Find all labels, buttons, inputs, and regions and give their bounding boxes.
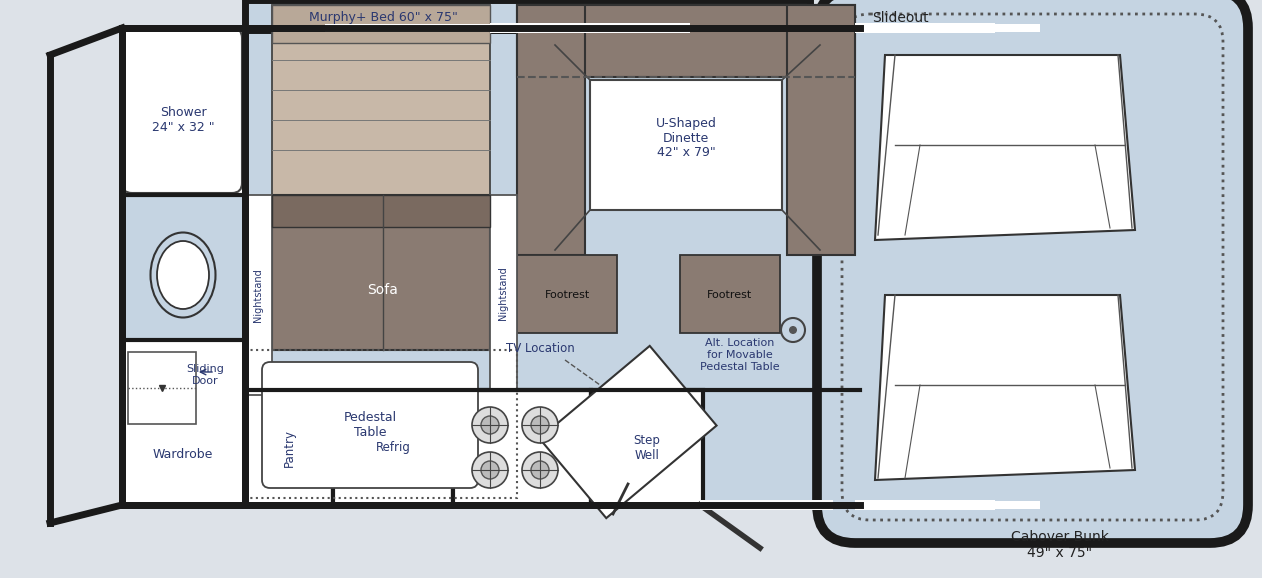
- Bar: [680, 255, 780, 333]
- Text: Nightstand: Nightstand: [498, 266, 509, 320]
- Bar: [245, 195, 273, 395]
- Text: Pantry: Pantry: [283, 429, 295, 467]
- Circle shape: [531, 461, 549, 479]
- Text: Sliding
Door: Sliding Door: [186, 364, 223, 386]
- Bar: [703, 500, 833, 510]
- Bar: [273, 5, 490, 43]
- Bar: [245, 390, 333, 505]
- Text: U-Shaped
Dinette
42" x 79": U-Shaped Dinette 42" x 79": [655, 117, 717, 160]
- Circle shape: [531, 416, 549, 434]
- Bar: [854, 500, 994, 510]
- Text: Step
Well: Step Well: [634, 434, 660, 462]
- Polygon shape: [0, 0, 122, 578]
- Bar: [127, 352, 196, 424]
- Bar: [490, 195, 517, 390]
- Text: Alt. Location
for Movable
Pedestal Table: Alt. Location for Movable Pedestal Table: [700, 338, 780, 372]
- Text: Slideout: Slideout: [872, 11, 929, 25]
- Text: Refrig: Refrig: [376, 442, 410, 454]
- Bar: [273, 5, 490, 195]
- Bar: [273, 195, 490, 350]
- Text: TV Location: TV Location: [506, 342, 574, 354]
- Text: Sofa: Sofa: [367, 283, 399, 297]
- Text: Pedestal
Table: Pedestal Table: [343, 411, 396, 439]
- Text: Cabover Bunk
49" x 75": Cabover Bunk 49" x 75": [1011, 530, 1109, 560]
- FancyBboxPatch shape: [817, 0, 1248, 543]
- Bar: [326, 24, 535, 32]
- Bar: [787, 5, 854, 255]
- Circle shape: [522, 407, 558, 443]
- FancyBboxPatch shape: [122, 28, 242, 193]
- Bar: [591, 390, 703, 505]
- Text: Footrest: Footrest: [544, 290, 589, 300]
- Circle shape: [789, 326, 798, 334]
- Circle shape: [481, 461, 498, 479]
- Bar: [870, 24, 1040, 32]
- Bar: [517, 255, 617, 333]
- Bar: [591, 80, 782, 210]
- Polygon shape: [875, 295, 1135, 480]
- Bar: [122, 195, 245, 340]
- Bar: [273, 195, 490, 227]
- Bar: [854, 23, 994, 33]
- Bar: [333, 390, 453, 505]
- Bar: [490, 23, 690, 33]
- Bar: [870, 501, 1040, 509]
- Text: Shower
24" x 32 ": Shower 24" x 32 ": [151, 106, 215, 134]
- Circle shape: [522, 452, 558, 488]
- Circle shape: [472, 452, 509, 488]
- FancyBboxPatch shape: [262, 362, 478, 488]
- Bar: [517, 5, 854, 77]
- Bar: [122, 340, 245, 505]
- Bar: [245, 350, 517, 498]
- Bar: [453, 390, 591, 505]
- Text: Footrest: Footrest: [708, 290, 752, 300]
- Bar: [245, 0, 810, 30]
- Text: Nightstand: Nightstand: [252, 268, 262, 322]
- Bar: [122, 28, 245, 195]
- Polygon shape: [875, 55, 1135, 240]
- Ellipse shape: [156, 241, 209, 309]
- Text: Murphy+ Bed 60" x 75": Murphy+ Bed 60" x 75": [309, 12, 457, 24]
- Polygon shape: [539, 346, 717, 518]
- Bar: [517, 5, 586, 255]
- Text: Wardrobe: Wardrobe: [153, 449, 213, 461]
- Circle shape: [481, 416, 498, 434]
- Bar: [122, 28, 859, 505]
- Bar: [700, 500, 790, 510]
- Circle shape: [472, 407, 509, 443]
